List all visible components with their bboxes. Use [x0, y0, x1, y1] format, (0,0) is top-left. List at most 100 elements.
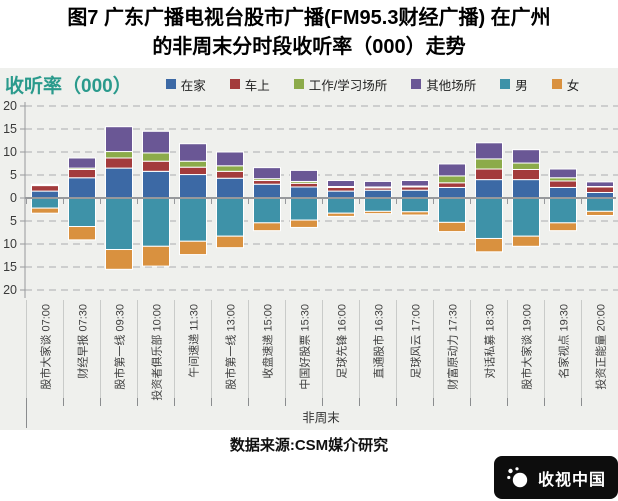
legend-label: 其他场所 — [426, 78, 477, 93]
legend-item: 女 — [551, 75, 580, 94]
bar-segment-工作/学习场所 — [179, 160, 207, 168]
bar-segment-在家 — [142, 170, 170, 199]
legend-label: 女 — [566, 78, 580, 93]
legend-item: 男 — [500, 75, 528, 94]
bar-segment-在家 — [290, 186, 318, 199]
legend-item: 车上 — [229, 75, 270, 94]
bar-segment-女 — [586, 210, 614, 216]
bar-segment-男 — [142, 197, 170, 247]
bar-segment-其他场所 — [68, 157, 96, 169]
bar-segment-女 — [31, 207, 59, 214]
bar-segment-在家 — [475, 179, 503, 199]
bar-segment-其他场所 — [216, 151, 244, 167]
bar-segment-女 — [290, 219, 318, 228]
legend-item: 其他场所 — [411, 75, 476, 94]
bar-segment-女 — [549, 222, 577, 232]
bar-segment-在家 — [327, 190, 355, 199]
bar-segment-车上 — [68, 168, 96, 179]
category-label: 收盘速递 15:00 — [261, 304, 275, 379]
bar-segment-在家 — [253, 183, 281, 199]
bar-segment-在家 — [105, 167, 133, 199]
bar-segment-车上 — [290, 182, 318, 188]
stacked-bar-plot: 20 15 10 5 0 5 10 15 20 股市大家谈 07:00 财经早报 07:30 股市第一… — [3, 99, 618, 428]
bar-segment-女 — [475, 237, 503, 253]
bar-segment-其他场所 — [142, 130, 170, 154]
bar-segment-其他场所 — [475, 142, 503, 160]
y-axis-tick-label: 10 — [3, 145, 17, 159]
category-label: 对话私募 18:30 — [483, 304, 497, 379]
bar-segment-其他场所 — [364, 180, 392, 188]
y-axis-tick-label: 20 — [3, 99, 17, 113]
bar-segment-女 — [105, 249, 133, 270]
category-label: 投资者俱乐部 10:00 — [150, 304, 164, 401]
bar-segment-其他场所 — [31, 183, 59, 186]
bar-segment-女 — [142, 245, 170, 267]
chart-title: 图7 广东广播电视台股市广播(FM95.3财经广播) 在广州 的非周末分时段收听… — [0, 4, 618, 62]
y-axis-title: 收听率（000） — [5, 75, 132, 97]
category-label: 足球先锋 16:00 — [335, 304, 349, 379]
legend-swatch-icon — [411, 79, 422, 89]
bar-segment-男 — [253, 197, 281, 224]
y-axis-tick-label: 15 — [3, 122, 17, 136]
bar-segment-车上 — [327, 186, 355, 192]
y-axis-tick-label: 0 — [10, 191, 17, 205]
bar-segment-女 — [512, 235, 540, 247]
bar-segment-在家 — [512, 179, 540, 199]
data-source-note: 数据来源:CSM媒介研究 — [229, 437, 389, 454]
bar-segment-车上 — [142, 160, 170, 172]
bar-segment-女 — [327, 212, 355, 217]
bar-segment-在家 — [68, 177, 96, 199]
bar-segment-男 — [290, 197, 318, 221]
bar-segment-其他场所 — [327, 180, 355, 187]
category-label: 名家视点 19:30 — [557, 304, 571, 379]
bar-segment-其他场所 — [105, 126, 133, 153]
bar-segment-在家 — [401, 189, 429, 199]
legend-label: 男 — [515, 78, 528, 93]
y-axis-tick-label: 5 — [10, 168, 17, 182]
bar-segment-其他场所 — [549, 168, 577, 179]
legend: 在家 车上 工作/学习场所 其他场所 男 女 — [165, 75, 580, 94]
bar-segment-男 — [364, 197, 392, 212]
bar-segment-在家 — [216, 177, 244, 199]
legend-label: 在家 — [180, 78, 206, 93]
bar-segment-车上 — [105, 157, 133, 169]
bar-segment-女 — [364, 210, 392, 215]
broadcast-globe-icon — [507, 466, 528, 487]
bar-segment-其他场所 — [512, 149, 540, 164]
legend-item: 工作/学习场所 — [293, 75, 387, 94]
bar-segment-男 — [216, 197, 244, 237]
bar-segment-其他场所 — [401, 180, 429, 187]
bar-segment-在家 — [179, 174, 207, 199]
legend-item: 在家 — [165, 75, 206, 94]
group-label: 非周末 — [302, 411, 340, 425]
bar-segment-男 — [327, 197, 355, 214]
csm-logo-badge: 收视中国 — [494, 456, 618, 499]
chart-header: 收听率（000） 在家 车上 工作/学习场所 其他场所 男 女 — [5, 71, 615, 97]
bar-segment-工作/学习场所 — [142, 152, 170, 162]
category-label: 股市大家谈 19:00 — [520, 304, 534, 390]
bar-segment-车上 — [253, 180, 281, 185]
legend-swatch-icon — [293, 79, 304, 89]
bar-segment-车上 — [31, 185, 59, 192]
bar-segment-其他场所 — [586, 181, 614, 188]
y-axis-tick-label: 5 — [10, 214, 17, 228]
bar-segment-女 — [179, 240, 207, 256]
category-label: 股市第一线 09:30 — [113, 304, 127, 390]
y-axis-tick-label: 10 — [3, 237, 17, 251]
category-label: 直通股市 16:30 — [372, 304, 386, 379]
bar-segment-男 — [549, 197, 577, 224]
category-label: 股市大家谈 07:00 — [39, 304, 53, 390]
category-label: 股市第一线 13:00 — [224, 304, 238, 390]
legend-swatch-icon — [229, 79, 240, 89]
bar-segment-女 — [216, 235, 244, 249]
bar-segment-车上 — [549, 180, 577, 188]
bar-segment-其他场所 — [290, 169, 318, 182]
bar-segment-女 — [438, 221, 466, 233]
chart-title-line2: 的非周末分时段收听率（000）走势 — [152, 36, 466, 58]
y-axis-tick-label: 20 — [3, 283, 17, 297]
bar-segment-在家 — [364, 189, 392, 199]
category-label: 投资正能量 20:00 — [594, 304, 608, 390]
y-axis-tick-label: 15 — [3, 260, 17, 274]
bar-segment-车上 — [586, 186, 614, 193]
